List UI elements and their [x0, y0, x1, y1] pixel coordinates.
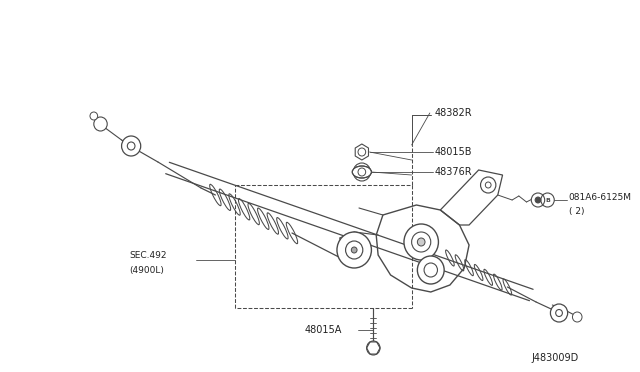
Circle shape	[367, 341, 380, 355]
Text: (4900L): (4900L)	[129, 266, 164, 275]
Circle shape	[94, 117, 108, 131]
Circle shape	[572, 312, 582, 322]
Text: 081A6-6125M: 081A6-6125M	[568, 192, 632, 202]
Text: 48382R: 48382R	[435, 108, 472, 118]
Circle shape	[550, 304, 568, 322]
Text: 48015B: 48015B	[435, 147, 472, 157]
Circle shape	[351, 247, 357, 253]
Circle shape	[481, 177, 496, 193]
Circle shape	[337, 232, 371, 268]
Circle shape	[531, 193, 545, 207]
Text: ( 2): ( 2)	[568, 206, 584, 215]
Circle shape	[417, 256, 444, 284]
Circle shape	[90, 112, 98, 120]
Text: 48376R: 48376R	[435, 167, 472, 177]
Circle shape	[122, 136, 141, 156]
Text: SEC.492: SEC.492	[129, 250, 167, 260]
Text: B: B	[545, 198, 550, 202]
Circle shape	[353, 163, 371, 181]
Ellipse shape	[352, 166, 371, 178]
Circle shape	[535, 197, 541, 203]
Circle shape	[417, 238, 425, 246]
Text: J483009D: J483009D	[532, 353, 579, 363]
Circle shape	[404, 224, 438, 260]
Text: 48015A: 48015A	[305, 325, 342, 335]
